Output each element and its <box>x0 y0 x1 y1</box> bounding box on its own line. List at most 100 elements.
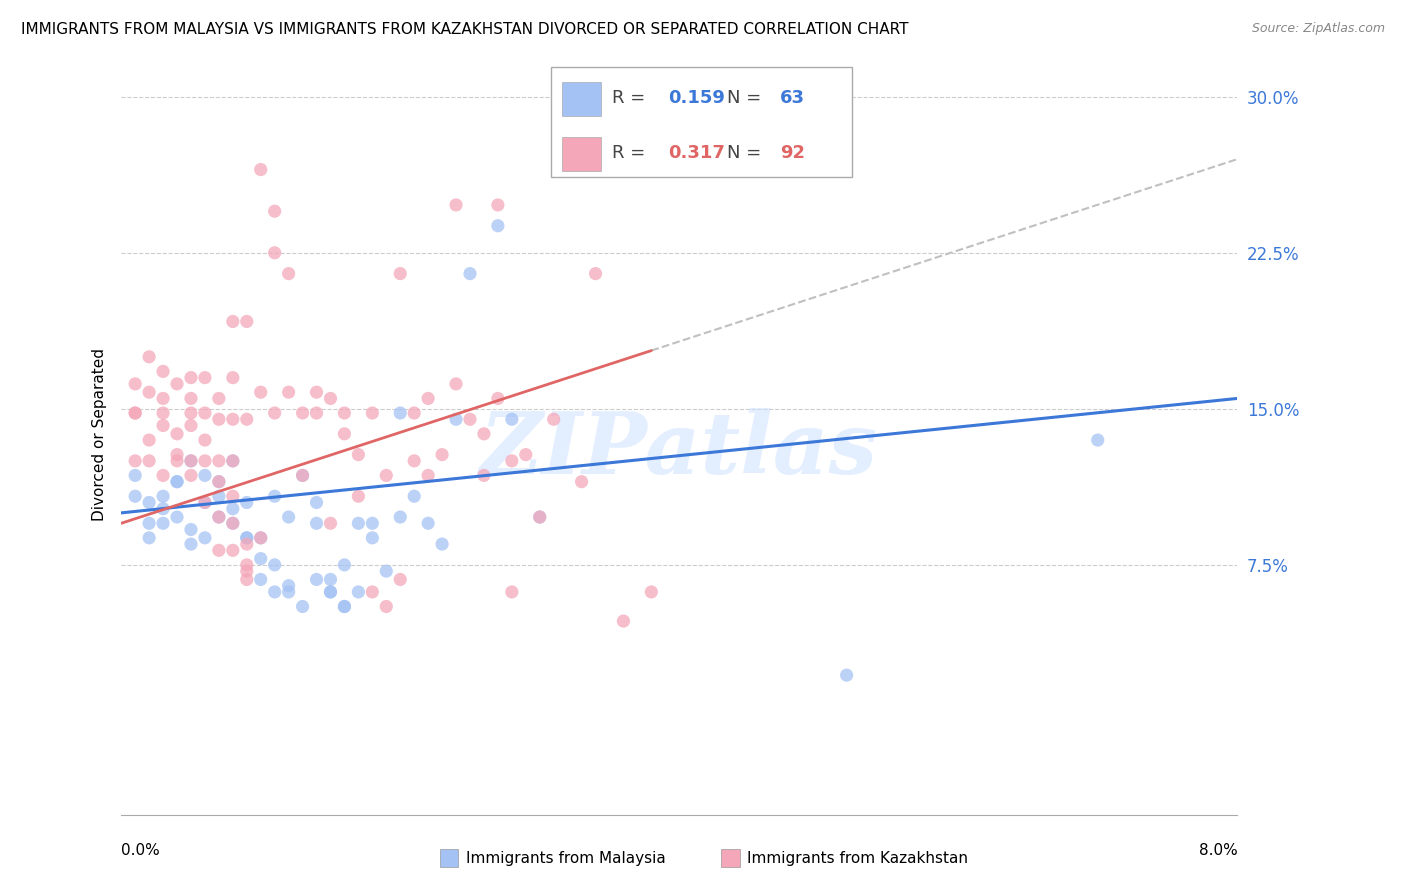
Text: R =: R = <box>612 89 651 107</box>
Point <box>180 454 202 468</box>
Point <box>180 454 202 468</box>
Point <box>430 448 453 462</box>
Point <box>138 350 160 364</box>
Point <box>194 531 217 545</box>
Point <box>166 376 188 391</box>
Point <box>277 585 299 599</box>
Point <box>236 573 259 587</box>
Point <box>515 448 537 462</box>
Point <box>152 418 174 433</box>
Point <box>305 406 328 420</box>
Point <box>444 376 467 391</box>
Point <box>249 531 271 545</box>
Point <box>166 475 188 489</box>
Point <box>166 448 188 462</box>
Point <box>222 516 245 531</box>
Text: 0.0%: 0.0% <box>121 843 160 858</box>
Point <box>166 454 188 468</box>
Point <box>124 376 146 391</box>
Point <box>124 406 146 420</box>
Point <box>501 412 523 426</box>
Point <box>486 219 509 233</box>
Point <box>486 392 509 406</box>
Point <box>444 198 467 212</box>
Point <box>166 426 188 441</box>
Point <box>166 510 188 524</box>
Point <box>430 537 453 551</box>
Point <box>291 599 314 614</box>
Point <box>222 314 245 328</box>
Point <box>1087 433 1109 447</box>
Point <box>208 489 231 503</box>
Point <box>333 599 356 614</box>
Point <box>222 543 245 558</box>
Text: ZIPatlas: ZIPatlas <box>481 409 879 491</box>
Point <box>361 531 384 545</box>
Point <box>640 585 662 599</box>
Point <box>571 475 593 489</box>
Point <box>263 245 285 260</box>
Text: 63: 63 <box>780 89 804 107</box>
Point <box>612 614 634 628</box>
Point <box>263 489 285 503</box>
Point <box>333 599 356 614</box>
Point <box>472 426 495 441</box>
Point <box>319 516 342 531</box>
Point <box>277 510 299 524</box>
Point <box>277 267 299 281</box>
Point <box>375 599 398 614</box>
Point <box>152 516 174 531</box>
Point <box>375 468 398 483</box>
Point <box>208 454 231 468</box>
Point <box>208 543 231 558</box>
Text: IMMIGRANTS FROM MALAYSIA VS IMMIGRANTS FROM KAZAKHSTAN DIVORCED OR SEPARATED COR: IMMIGRANTS FROM MALAYSIA VS IMMIGRANTS F… <box>21 22 908 37</box>
Point <box>180 406 202 420</box>
Text: 0.159: 0.159 <box>668 89 725 107</box>
Point <box>333 406 356 420</box>
Point <box>305 573 328 587</box>
Point <box>152 364 174 378</box>
Point <box>208 475 231 489</box>
Point <box>458 412 481 426</box>
Point <box>152 406 174 420</box>
Text: Immigrants from Malaysia: Immigrants from Malaysia <box>465 851 665 865</box>
Point <box>319 573 342 587</box>
Y-axis label: Divorced or Separated: Divorced or Separated <box>93 349 107 521</box>
Point <box>418 516 440 531</box>
Text: R =: R = <box>612 145 651 162</box>
Point <box>249 385 271 400</box>
Point <box>404 406 426 420</box>
Point <box>152 392 174 406</box>
Point <box>263 204 285 219</box>
Point <box>263 585 285 599</box>
Point <box>180 392 202 406</box>
Point <box>236 564 259 578</box>
Point <box>501 454 523 468</box>
Point <box>194 370 217 384</box>
Point <box>222 412 245 426</box>
Point <box>418 468 440 483</box>
Point <box>375 564 398 578</box>
Point <box>152 501 174 516</box>
Point <box>124 454 146 468</box>
Point <box>347 585 370 599</box>
Point <box>236 412 259 426</box>
Point <box>277 385 299 400</box>
Point <box>236 314 259 328</box>
Point <box>194 495 217 509</box>
Point <box>124 468 146 483</box>
Point <box>472 468 495 483</box>
Point <box>152 468 174 483</box>
Point <box>291 406 314 420</box>
Text: N =: N = <box>727 145 768 162</box>
Bar <box>440 849 458 867</box>
Point <box>305 385 328 400</box>
Point <box>222 454 245 468</box>
Point <box>347 489 370 503</box>
Point <box>361 516 384 531</box>
Point <box>194 433 217 447</box>
Point <box>208 510 231 524</box>
Point <box>347 516 370 531</box>
Point <box>319 585 342 599</box>
Point <box>138 495 160 509</box>
